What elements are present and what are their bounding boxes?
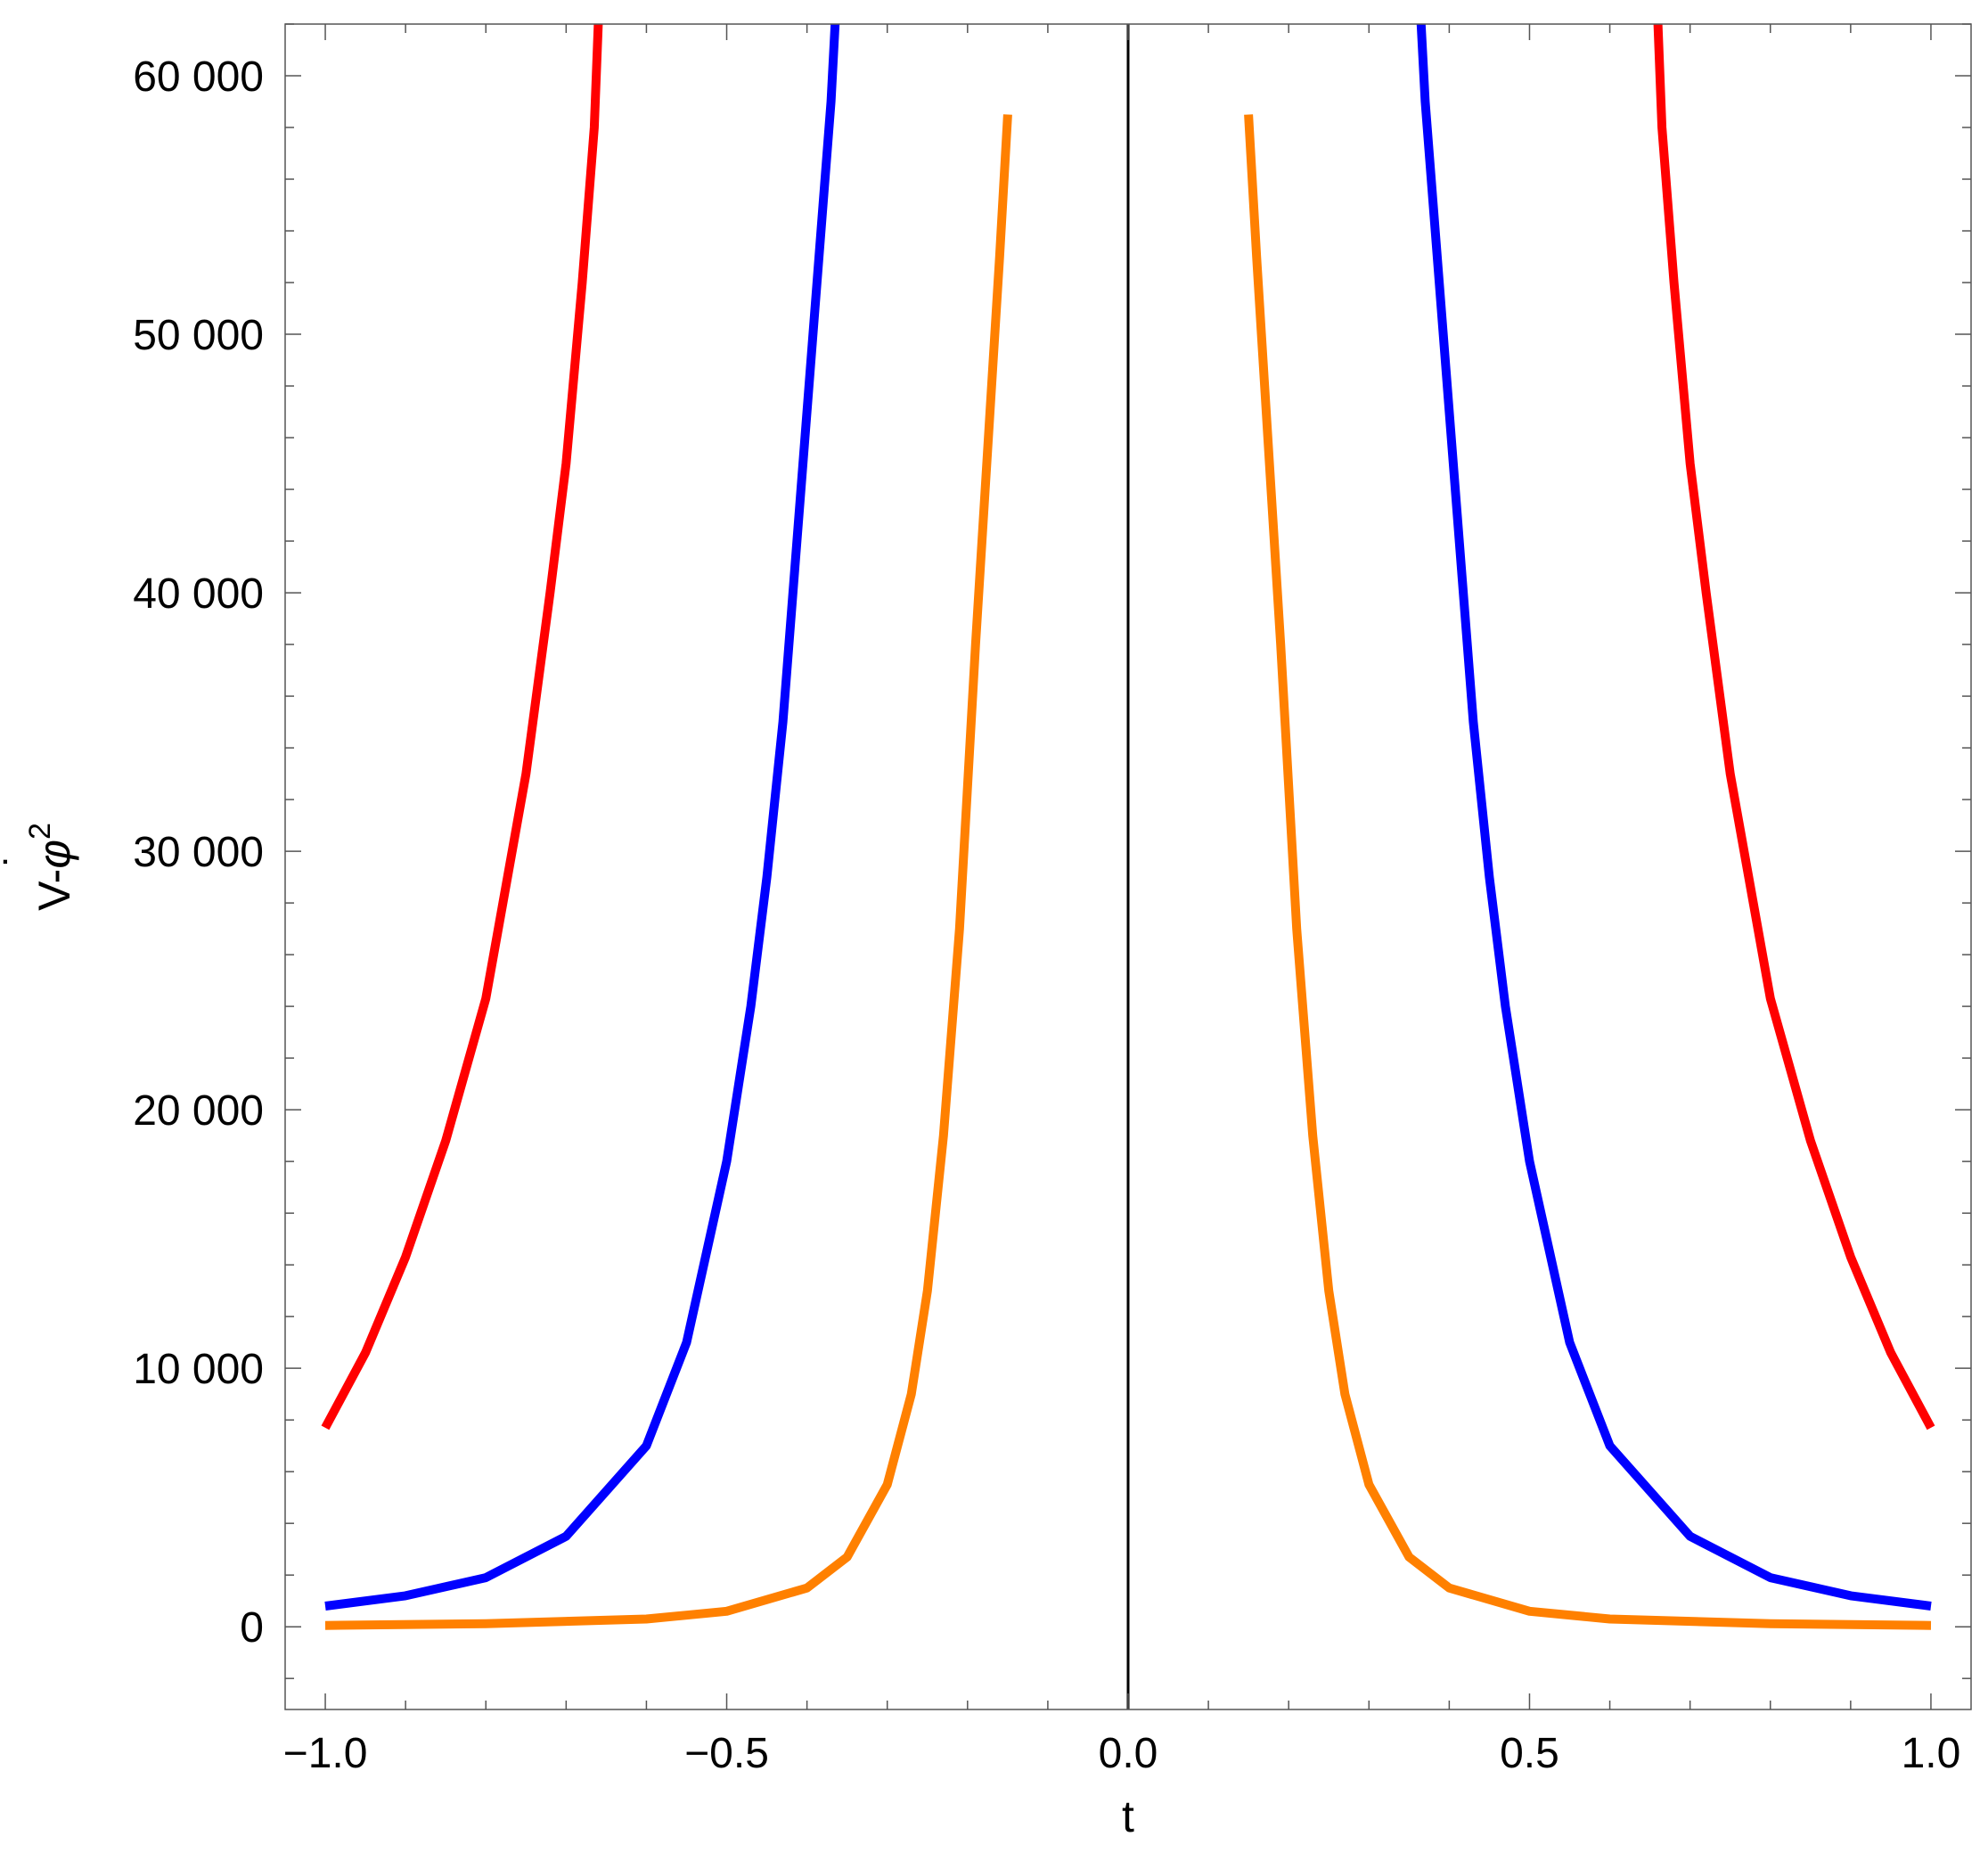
- x-tick-label: 1.0: [1902, 1730, 1961, 1777]
- y-axis-title-dot: ˙: [0, 852, 45, 867]
- x-tick-label: −1.0: [283, 1730, 368, 1777]
- y-tick-label: 0: [240, 1604, 264, 1652]
- series-1-branch-negative: [324, 24, 840, 1611]
- ticks-layer: [285, 23, 1971, 1709]
- y-tick-label: 40 000: [133, 570, 264, 618]
- curves-layer: [321, 24, 1935, 1630]
- series-2-branch-negative: [324, 114, 1012, 1630]
- x-tick-label: 0.5: [1500, 1730, 1559, 1777]
- y-axis-title-symbol: φ: [29, 840, 79, 869]
- y-axis-title-exponent: 2: [23, 823, 57, 840]
- series-2-branch-positive: [1244, 114, 1932, 1630]
- y-tick-label: 10 000: [133, 1346, 264, 1393]
- x-axis-title: t: [1122, 1791, 1134, 1841]
- x-tick-label: 0.0: [1099, 1730, 1158, 1777]
- tick-labels-layer: −1.0 −0.5 0.0 0.5 1.0 0 10 000 20 000 30 000 40 0…: [133, 53, 1960, 1777]
- series-1-branch-positive: [1416, 24, 1932, 1611]
- y-tick-label: 60 000: [133, 53, 264, 101]
- y-axis-title-base: V-: [29, 869, 79, 911]
- y-tick-label: 30 000: [133, 829, 264, 876]
- series-0-branch-positive: [1653, 24, 1935, 1431]
- y-axis-title: V-φ2: [23, 823, 79, 911]
- y-tick-label: 20 000: [133, 1087, 264, 1135]
- y-tick-label: 50 000: [133, 312, 264, 359]
- x-tick-label: −0.5: [684, 1730, 769, 1777]
- series-0-branch-negative: [321, 24, 603, 1431]
